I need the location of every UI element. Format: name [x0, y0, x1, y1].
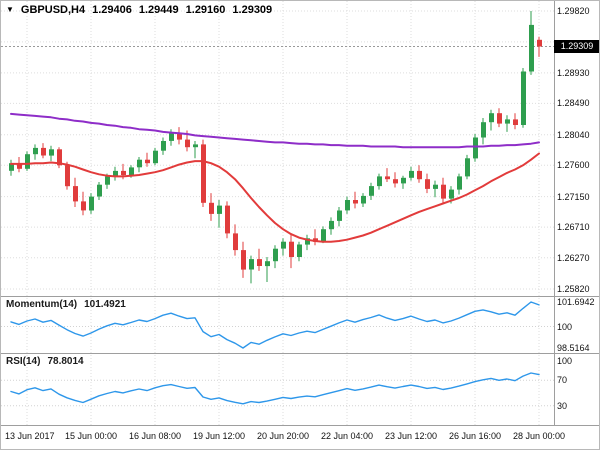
candle-body[interactable]	[257, 259, 262, 266]
candle-body[interactable]	[145, 159, 150, 164]
ma-slow-line	[10, 112, 540, 149]
candle-body[interactable]	[425, 179, 430, 189]
candle-body[interactable]	[537, 39, 542, 47]
candle-body[interactable]	[321, 229, 326, 242]
candle-body[interactable]	[105, 176, 110, 185]
candle-body[interactable]	[25, 154, 30, 169]
momentum-line	[10, 301, 540, 349]
candle-body[interactable]	[305, 238, 310, 245]
candle-body[interactable]	[329, 220, 334, 230]
candle-body[interactable]	[49, 149, 54, 156]
candle-body[interactable]	[393, 179, 398, 184]
candle-body[interactable]	[529, 24, 534, 72]
candle-body[interactable]	[225, 205, 230, 234]
candle-body[interactable]	[401, 177, 406, 184]
candle-body[interactable]	[97, 184, 102, 197]
rsi-line	[10, 372, 540, 405]
candle-body[interactable]	[33, 147, 38, 155]
candle-body[interactable]	[337, 210, 342, 221]
candle-body[interactable]	[521, 71, 526, 126]
candle-body[interactable]	[113, 170, 118, 177]
candle-body[interactable]	[265, 261, 270, 267]
candle-body[interactable]	[185, 139, 190, 148]
candle-body[interactable]	[217, 205, 222, 214]
candle-body[interactable]	[441, 184, 446, 199]
candle-body[interactable]	[89, 196, 94, 211]
candle-body[interactable]	[449, 189, 454, 199]
candle-body[interactable]	[345, 200, 350, 211]
candle-body[interactable]	[129, 167, 134, 175]
candle-body[interactable]	[369, 186, 374, 196]
candle-body[interactable]	[121, 170, 126, 176]
candle-body[interactable]	[41, 147, 46, 156]
candle-body[interactable]	[433, 184, 438, 189]
candle-body[interactable]	[505, 119, 510, 124]
candle-body[interactable]	[473, 137, 478, 159]
candle-body[interactable]	[377, 176, 382, 187]
candle-body[interactable]	[17, 163, 22, 169]
candle-body[interactable]	[289, 241, 294, 257]
candle-body[interactable]	[241, 250, 246, 270]
candle-body[interactable]	[201, 144, 206, 203]
candle-body[interactable]	[409, 170, 414, 178]
candle-body[interactable]	[353, 200, 358, 204]
candle-body[interactable]	[513, 119, 518, 125]
candle-body[interactable]	[361, 195, 366, 204]
candle-body[interactable]	[169, 133, 174, 141]
candle-body[interactable]	[249, 259, 254, 270]
candle-body[interactable]	[81, 201, 86, 211]
candle-body[interactable]	[385, 176, 390, 180]
candle-body[interactable]	[417, 170, 422, 180]
candle-body[interactable]	[465, 158, 470, 177]
candle-body[interactable]	[481, 122, 486, 138]
candle-body[interactable]	[281, 241, 286, 249]
candle-body[interactable]	[297, 244, 302, 258]
candle-body[interactable]	[9, 163, 14, 171]
candle-body[interactable]	[193, 144, 198, 148]
candle-body[interactable]	[209, 202, 214, 214]
candle-body[interactable]	[497, 113, 502, 124]
candle-body[interactable]	[137, 159, 142, 168]
candle-body[interactable]	[57, 149, 62, 166]
candle-body[interactable]	[161, 141, 166, 151]
ma-fast-line	[10, 152, 540, 243]
candle-body[interactable]	[273, 248, 278, 262]
candle-body[interactable]	[489, 113, 494, 123]
candle-body[interactable]	[233, 233, 238, 251]
candle-body[interactable]	[177, 133, 182, 140]
candle-body[interactable]	[73, 186, 78, 202]
candle-body[interactable]	[65, 165, 70, 187]
candle-body[interactable]	[457, 176, 462, 190]
candle-body[interactable]	[153, 150, 158, 164]
